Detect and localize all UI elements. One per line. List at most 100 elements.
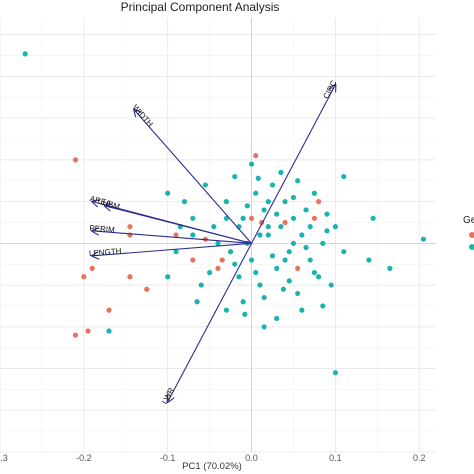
x-tick-label: 0.2	[413, 453, 426, 463]
data-point-teal	[194, 299, 200, 305]
data-point-teal	[265, 224, 271, 230]
data-point-red	[127, 224, 133, 230]
data-point-teal	[255, 175, 261, 181]
data-point-teal	[324, 228, 330, 234]
data-point-teal	[198, 282, 204, 288]
data-point-red	[316, 199, 322, 205]
data-point-teal	[278, 169, 284, 176]
data-point-teal	[286, 249, 292, 255]
x-tick-labels: -0.3 -0.2 -0.1 0.0 0.1 0.2	[0, 453, 425, 463]
data-point-teal	[244, 203, 250, 209]
data-point-teal	[332, 370, 338, 376]
data-point-teal	[232, 173, 238, 180]
data-point-red	[219, 257, 225, 263]
data-point-teal	[328, 282, 334, 288]
data-point-teal	[280, 286, 286, 292]
loading-label-perim: PERIM	[89, 224, 115, 235]
data-point-teal	[320, 240, 326, 246]
data-point-teal	[320, 303, 326, 309]
data-point-teal	[341, 249, 347, 255]
data-point-teal	[223, 199, 229, 205]
data-point-teal	[232, 261, 238, 267]
loading-arrow-width	[134, 110, 252, 244]
data-point-teal	[248, 257, 255, 263]
loading-label-length: LENGTH	[89, 247, 122, 259]
data-point-teal	[211, 224, 217, 230]
data-point-teal	[269, 253, 276, 259]
data-point-teal	[248, 161, 255, 167]
x-tick-label: -0.1	[160, 453, 176, 463]
data-point-teal	[274, 211, 280, 217]
data-point-teal	[332, 224, 338, 230]
loading-arrow-hsm	[105, 206, 252, 244]
data-point-teal	[165, 190, 171, 196]
data-point-red	[81, 274, 87, 280]
data-point-teal	[282, 199, 288, 205]
data-point-teal	[295, 178, 301, 184]
data-point-teal	[165, 274, 171, 280]
data-point-red	[127, 274, 133, 280]
data-point-teal	[253, 190, 259, 196]
data-point-teal	[303, 207, 309, 213]
data-point-teal	[173, 249, 179, 255]
x-tick-label: -0.3	[0, 453, 8, 463]
data-point-teal	[240, 299, 246, 305]
data-point-red	[253, 153, 259, 159]
legend-title: Ge	[463, 215, 474, 226]
data-point-teal	[269, 182, 276, 188]
data-point-teal	[290, 194, 297, 201]
data-point-teal	[278, 224, 284, 230]
data-point-teal	[341, 173, 347, 180]
data-point-teal	[253, 269, 259, 276]
data-point-red	[106, 307, 112, 313]
data-point-teal	[387, 265, 393, 271]
data-point-teal	[22, 51, 28, 57]
data-point-red	[144, 286, 150, 292]
data-point-red	[72, 157, 79, 163]
x-tick-label: -0.2	[76, 453, 92, 463]
data-points	[22, 51, 427, 376]
data-point-red	[295, 265, 301, 271]
data-point-teal	[274, 315, 280, 322]
data-point-red	[85, 328, 91, 334]
loading-label-width: WIDTH	[131, 103, 155, 129]
data-point-teal	[261, 207, 267, 213]
loading-arrow-perim	[92, 231, 252, 244]
data-point-red	[311, 215, 318, 221]
data-point-teal	[207, 269, 213, 276]
data-point-red	[215, 265, 221, 271]
x-tick-label: 0.1	[329, 453, 342, 463]
data-point-red	[173, 232, 179, 238]
chart-title: Principal Component Analysis	[121, 0, 280, 14]
data-point-teal	[311, 190, 318, 196]
data-point-teal	[190, 232, 196, 238]
x-axis-label: PC1 (70.02%)	[182, 461, 242, 472]
data-point-teal	[257, 282, 263, 288]
loading-arrow-circ	[251, 85, 336, 244]
data-point-red	[248, 215, 255, 221]
data-point-teal	[227, 249, 234, 255]
data-point-red	[190, 257, 196, 263]
data-point-teal	[282, 257, 288, 263]
legend-key-red	[469, 232, 474, 238]
data-point-teal	[215, 240, 221, 246]
legend: Ge	[463, 215, 474, 250]
data-point-teal	[265, 199, 271, 205]
legend-key-teal	[469, 244, 474, 250]
data-point-teal	[420, 236, 427, 242]
data-point-teal	[303, 244, 309, 251]
data-point-teal	[290, 240, 297, 246]
data-point-teal	[307, 224, 313, 230]
loading-label-lwr: LWR	[160, 386, 176, 406]
data-point-teal	[274, 265, 280, 271]
data-point-teal	[299, 307, 305, 313]
data-point-teal	[236, 274, 242, 280]
data-point-teal	[324, 211, 330, 217]
data-point-teal	[366, 257, 372, 263]
data-point-teal	[242, 311, 248, 317]
data-point-red	[89, 265, 95, 271]
data-point-teal	[202, 182, 209, 188]
data-point-teal	[261, 294, 267, 301]
data-point-teal	[223, 307, 229, 313]
